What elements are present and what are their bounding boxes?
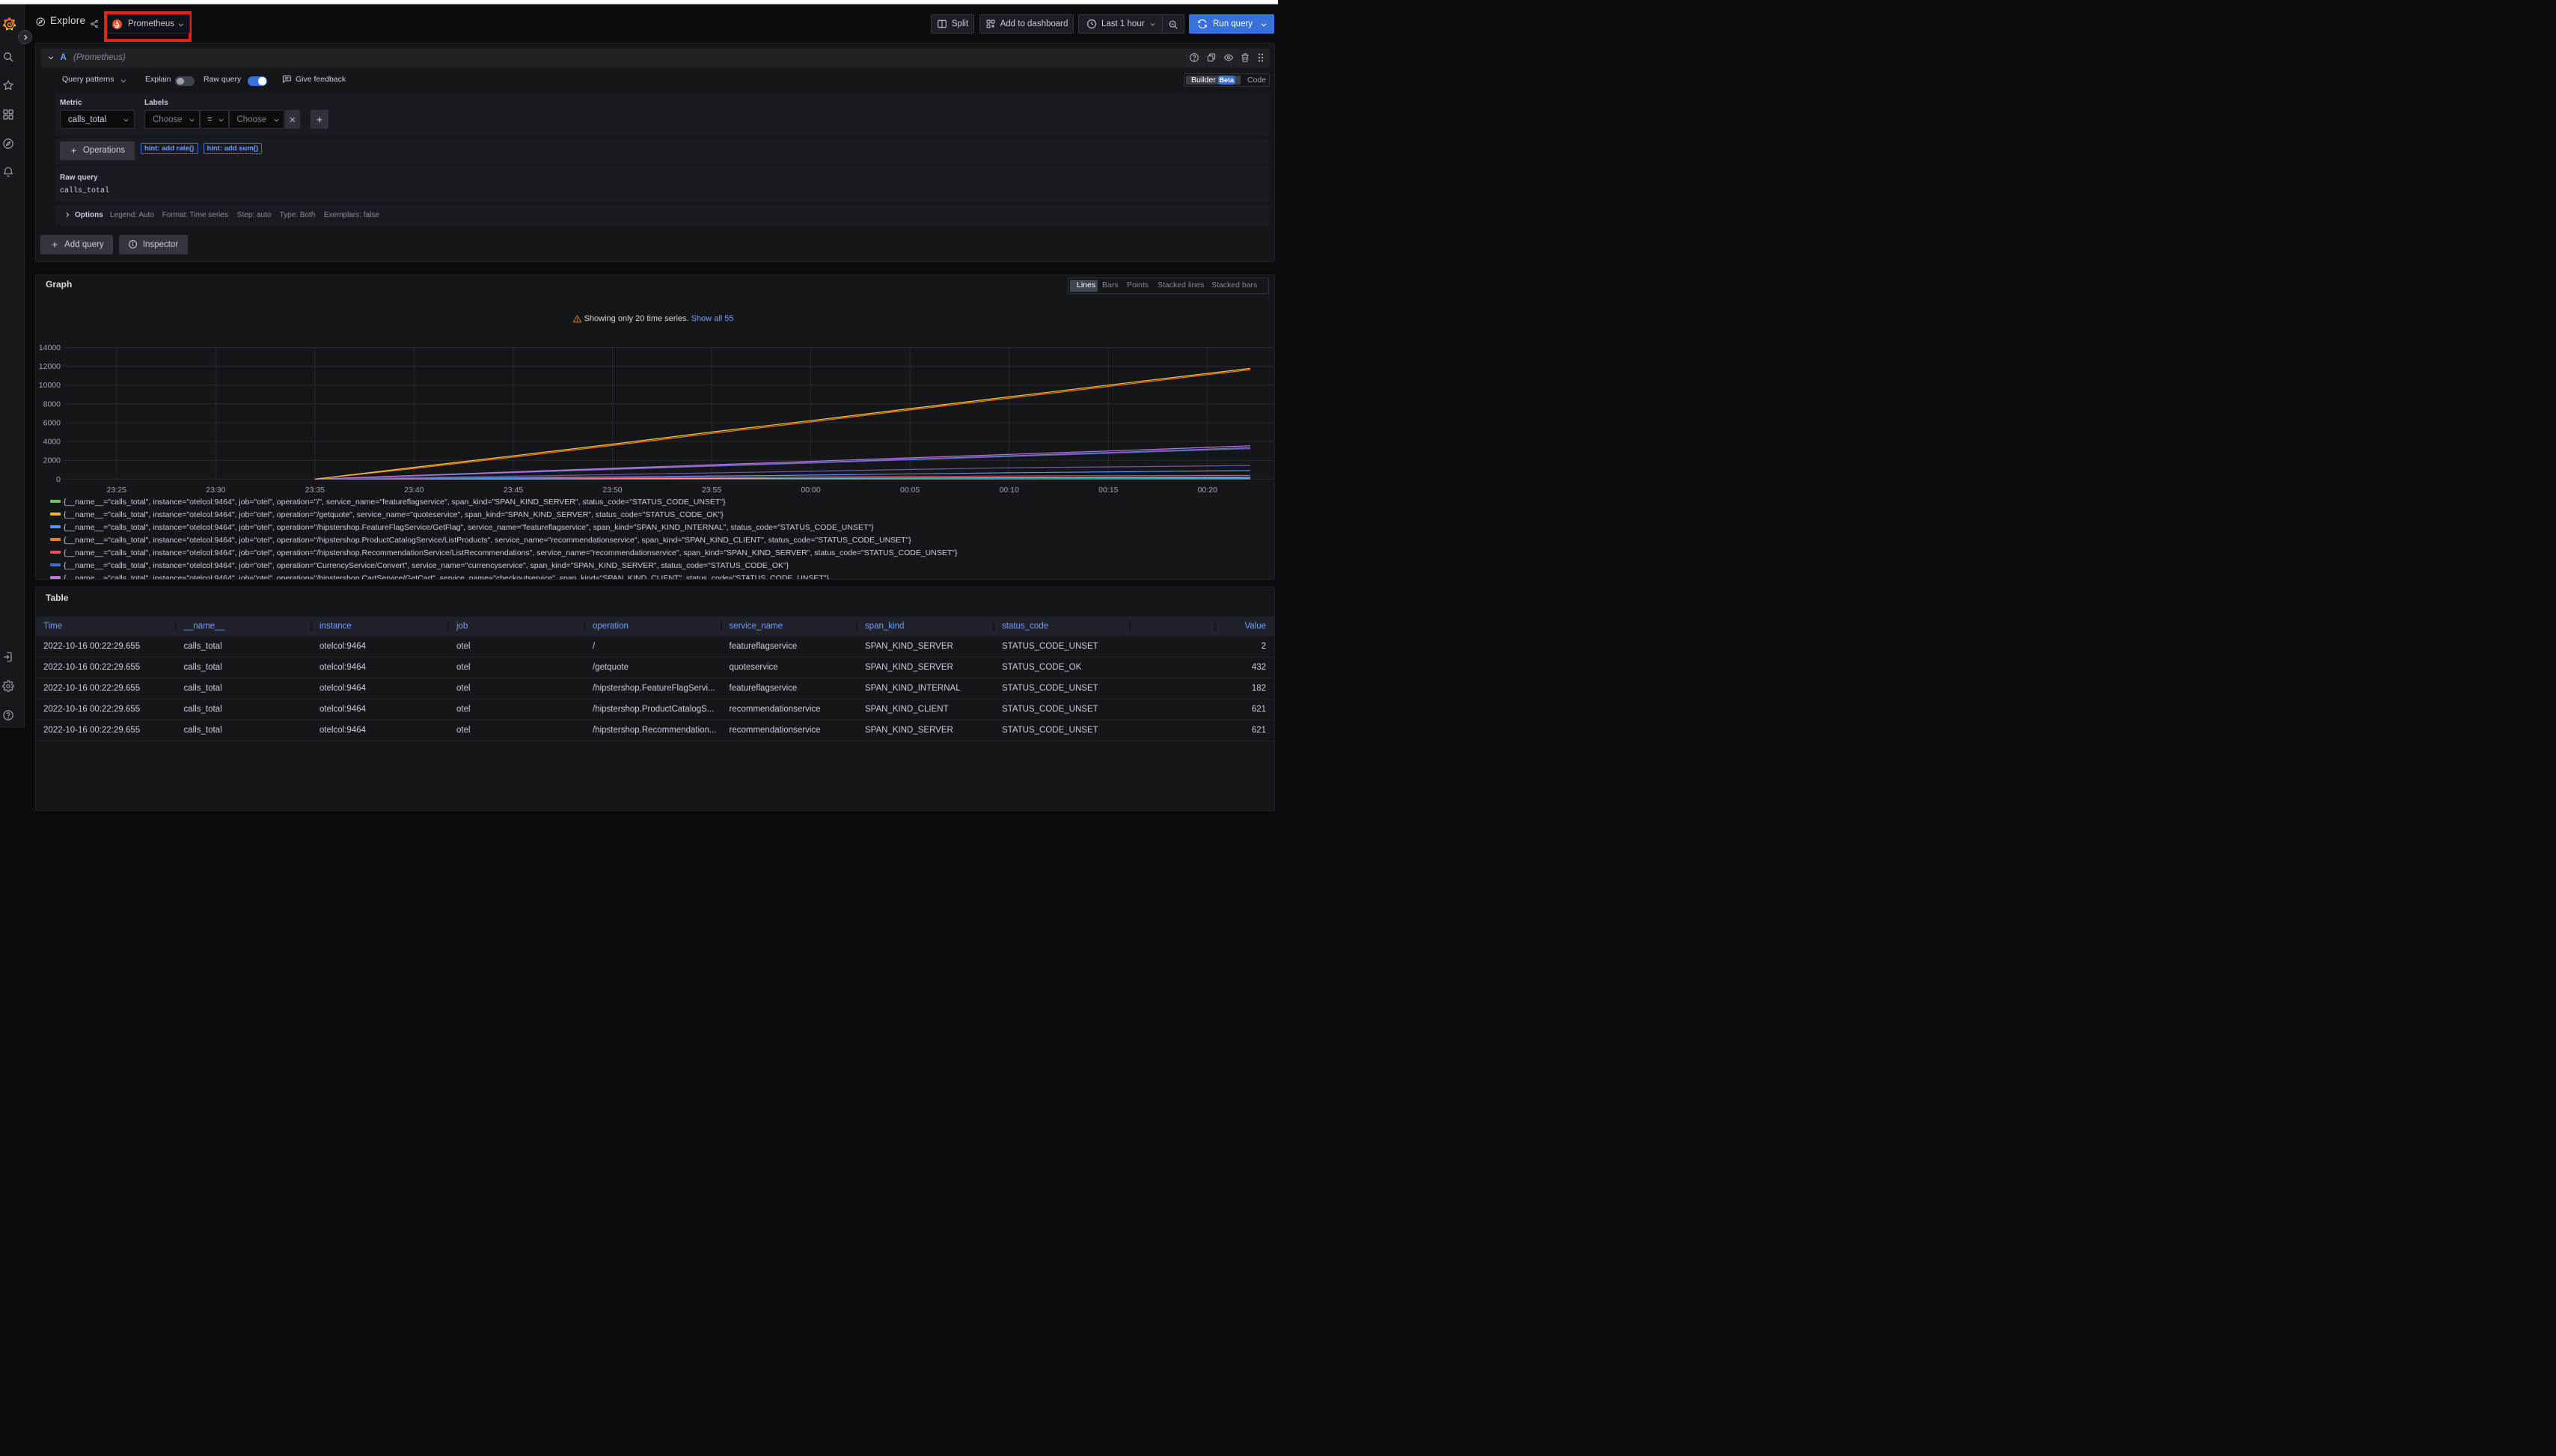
svg-text:6000: 6000 [43,418,61,427]
svg-text:00:20: 00:20 [1198,486,1217,495]
svg-text:4000: 4000 [43,438,61,447]
svg-text:0: 0 [56,475,61,484]
svg-text:23:45: 23:45 [504,486,523,495]
svg-text:23:40: 23:40 [404,486,424,495]
svg-text:00:15: 00:15 [1098,486,1118,495]
svg-text:12000: 12000 [39,362,61,371]
svg-text:23:25: 23:25 [107,486,126,495]
svg-text:14000: 14000 [39,343,61,352]
svg-text:8000: 8000 [43,400,61,409]
svg-text:10000: 10000 [39,381,61,390]
svg-text:00:05: 00:05 [900,486,920,495]
svg-text:00:10: 00:10 [1000,486,1019,495]
svg-text:00:00: 00:00 [801,486,820,495]
svg-text:23:50: 23:50 [602,486,622,495]
svg-text:23:30: 23:30 [206,486,225,495]
svg-text:23:55: 23:55 [702,486,721,495]
svg-text:23:35: 23:35 [305,486,325,495]
svg-text:2000: 2000 [43,456,61,465]
